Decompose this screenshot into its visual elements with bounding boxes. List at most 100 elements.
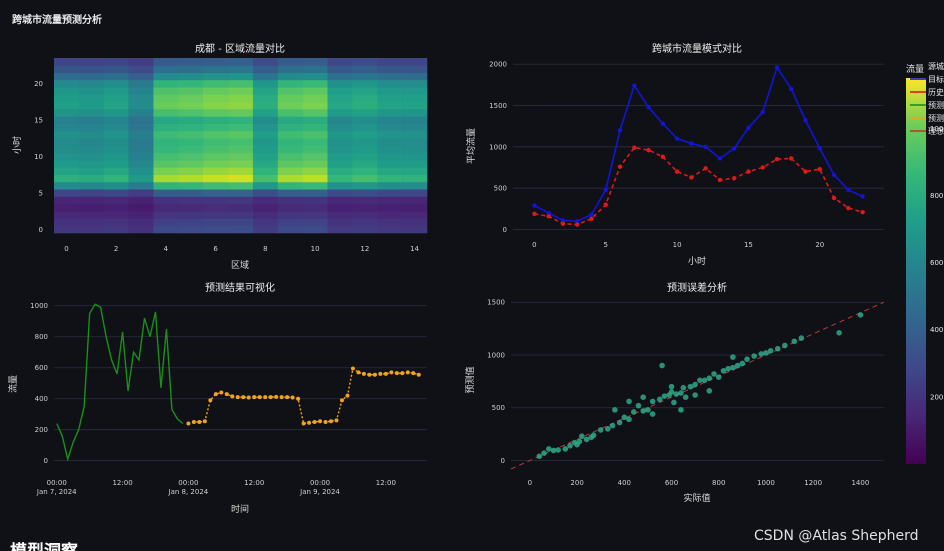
- heatmap-cell: [128, 225, 154, 234]
- error-point: [680, 384, 687, 391]
- pattern-point: [660, 154, 666, 159]
- heatmap-cell: [402, 196, 428, 205]
- heatmap-cell: [327, 65, 353, 73]
- prediction-forecast-point: [208, 398, 213, 403]
- error-point: [687, 383, 694, 390]
- heatmap-cell: [128, 203, 154, 212]
- pattern-point: [674, 169, 680, 174]
- heatmap-cell: [252, 116, 279, 124]
- pattern-point: [803, 118, 808, 123]
- heatmap-cell: [178, 181, 204, 190]
- pattern-point: [746, 169, 751, 174]
- heatmap-cell: [78, 116, 105, 124]
- heatmap-cell: [128, 218, 154, 227]
- heatmap-cell: [352, 167, 378, 175]
- pattern-point: [717, 156, 723, 161]
- heatmap-cell: [54, 225, 80, 234]
- heatmap-cell: [277, 152, 303, 161]
- pattern-point: [575, 219, 580, 224]
- heatmap-cell: [228, 218, 254, 227]
- heatmap-cell: [377, 174, 403, 183]
- heatmap-cell: [203, 218, 229, 227]
- error-point: [678, 407, 684, 413]
- heatmap-cell: [153, 87, 179, 95]
- heatmap-cell: [78, 167, 105, 175]
- prediction-y-tick: 0: [44, 457, 48, 465]
- heatmap-y-tick: 0: [39, 226, 43, 234]
- heatmap-cell: [54, 203, 80, 212]
- error-point: [640, 394, 647, 400]
- prediction-forecast-point: [312, 419, 317, 424]
- pattern-point: [831, 172, 837, 178]
- heatmap-cell: [153, 58, 179, 66]
- heatmap-cell: [203, 72, 229, 81]
- heatmap-cell: [277, 101, 303, 110]
- pattern-title: 跨城市流量模式对比: [652, 42, 742, 55]
- prediction-forecast-point: [268, 395, 273, 400]
- pattern-point: [760, 165, 765, 170]
- pattern-point: [632, 145, 637, 150]
- pattern-point: [731, 176, 737, 181]
- heatmap-cell: [352, 109, 378, 117]
- heatmap-cell: [302, 181, 328, 190]
- heatmap-cell: [228, 87, 254, 95]
- pattern-series: [532, 65, 865, 227]
- prediction-forecast-point: [383, 371, 388, 376]
- error-point: [550, 447, 557, 454]
- heatmap-cell: [302, 109, 328, 117]
- heatmap-cell: [302, 65, 328, 73]
- heatmap-cell: [228, 138, 254, 146]
- error-point: [711, 371, 717, 377]
- error-point: [678, 390, 684, 396]
- prediction-x-tick: 12:00: [244, 479, 264, 487]
- heatmap-cell: [128, 123, 154, 132]
- heatmap-cell: [377, 167, 403, 175]
- pattern-x-ticks: 0 5 10 15 20: [532, 241, 824, 249]
- heatmap-cell: [178, 145, 204, 154]
- error-point: [671, 399, 677, 406]
- pattern-x-tick: 10: [673, 241, 682, 249]
- prediction-forecast-point: [285, 395, 290, 400]
- section-heading: 模型洞察: [10, 541, 79, 551]
- prediction-forecast-point: [372, 372, 377, 377]
- heatmap-cell: [277, 123, 303, 132]
- heatmap-cell: [377, 181, 403, 190]
- pattern-x-tick: 0: [532, 241, 536, 249]
- heatmap-cell: [277, 218, 303, 227]
- pattern-y-tick: 1000: [489, 143, 507, 151]
- heatmap-cell: [78, 174, 105, 183]
- error-point: [692, 381, 698, 388]
- prediction-x-tick-date: Jan 8, 2024: [168, 488, 209, 496]
- prediction-y-tick: 400: [35, 395, 48, 403]
- colorbar-tick: 800: [930, 192, 943, 200]
- heatmap-cell: [203, 211, 229, 219]
- heatmap-cell: [228, 101, 254, 110]
- heatmap-cell: [128, 58, 154, 66]
- pattern-point: [703, 166, 708, 171]
- heatmap-cell: [78, 160, 105, 168]
- pattern-point: [831, 195, 837, 201]
- heatmap-cell: [352, 123, 378, 132]
- heatmap-cell: [352, 174, 378, 183]
- error-point: [697, 377, 703, 384]
- heatmap-cell: [302, 130, 328, 139]
- error-point: [857, 312, 864, 318]
- pattern-point: [674, 136, 680, 141]
- heatmap-cell: [178, 225, 204, 234]
- heatmap-cell: [402, 109, 428, 117]
- heatmap-cell: [78, 181, 105, 190]
- heatmap-cell: [128, 160, 154, 168]
- heatmap-cell: [54, 160, 80, 168]
- prediction-title: 预测结果可视化: [205, 281, 275, 294]
- error-point: [725, 365, 731, 372]
- heatmap-cell: [277, 116, 303, 124]
- heatmap-cell: [153, 123, 179, 132]
- heatmap-cell: [402, 65, 428, 73]
- prediction-actual-line: [56, 303, 184, 462]
- heatmap-cell: [327, 160, 353, 168]
- heatmap-cell: [54, 65, 80, 73]
- heatmap-cell: [78, 152, 105, 161]
- heatmap-y-tick: 10: [34, 153, 43, 161]
- error-point: [640, 408, 647, 414]
- prediction-x-tick: 00:00: [310, 479, 330, 487]
